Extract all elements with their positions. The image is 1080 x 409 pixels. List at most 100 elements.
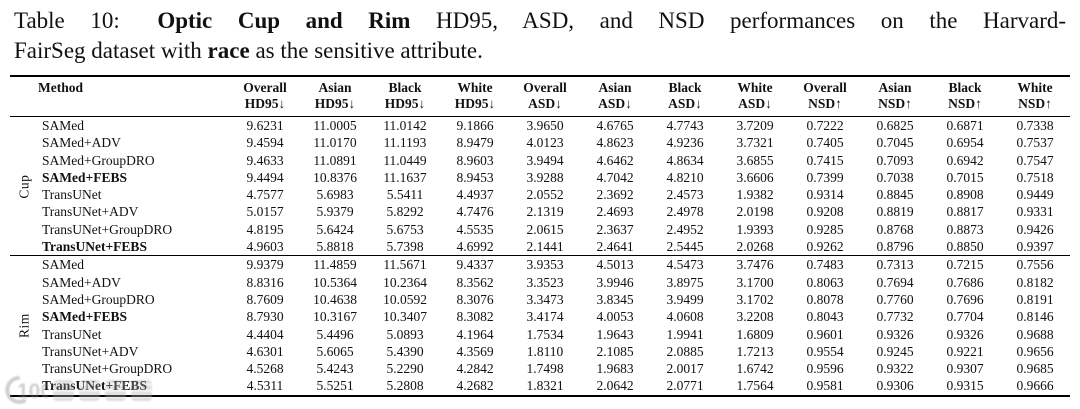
value-cell: 0.9307 — [946, 361, 984, 377]
value-cell: 9.4633 — [246, 152, 284, 168]
col-group-label: Asian — [318, 80, 352, 95]
value-cell: 9.4494 — [246, 169, 284, 185]
value-cell: 3.8345 — [596, 291, 634, 307]
value-cell: 3.2208 — [736, 309, 774, 325]
value-cell: 5.0157 — [246, 204, 284, 220]
value-cell: 4.5268 — [246, 361, 284, 377]
value-cell: 4.6301 — [246, 343, 284, 359]
value-cell: 0.7518 — [1016, 169, 1054, 185]
value-cell: 0.7547 — [1016, 152, 1054, 168]
value-cell: 5.8818 — [316, 239, 354, 255]
value-cell: 4.7476 — [456, 204, 494, 220]
col-group-label: Overall — [803, 80, 847, 95]
value-cell: 0.6825 — [876, 118, 914, 133]
value-cell: 5.6065 — [316, 343, 354, 359]
method-cell: SAMed — [42, 118, 85, 133]
value-cell: 0.8043 — [806, 309, 844, 325]
value-cell: 0.9221 — [946, 343, 984, 359]
caption-pre: FairSeg dataset with — [14, 38, 208, 63]
table-row: SAMed+GroupDRO 9.4633 11.0891 11.0449 8.9603… — [10, 152, 1070, 169]
value-cell: 0.8796 — [876, 239, 914, 255]
col-metric-label: NSD↑ — [808, 96, 842, 111]
value-cell: 2.0615 — [526, 221, 564, 237]
col-metric-label: NSD↑ — [948, 96, 982, 111]
value-cell: 3.1702 — [736, 291, 774, 307]
value-cell: 9.1866 — [456, 118, 494, 133]
method-cell: SAMed — [42, 257, 85, 273]
value-cell: 2.4573 — [666, 187, 704, 203]
value-cell: 3.9288 — [526, 169, 564, 185]
col-header-asian-hd95: Asian HD95↓ — [300, 76, 370, 117]
col-metric-label: HD95↓ — [454, 96, 496, 111]
value-cell: 4.6765 — [596, 118, 634, 133]
value-cell: 3.6855 — [736, 152, 774, 168]
col-header-asian-nsd: Asian NSD↑ — [860, 76, 930, 117]
col-header-black-nsd: Black NSD↑ — [930, 76, 1000, 117]
value-cell: 2.5445 — [666, 239, 704, 255]
method-cell: TransUNet — [42, 326, 102, 342]
value-cell: 5.5251 — [316, 378, 354, 394]
value-cell: 11.4859 — [313, 257, 357, 273]
value-cell: 10.2364 — [383, 274, 427, 290]
value-cell: 0.7732 — [876, 309, 914, 325]
value-cell: 4.7577 — [246, 187, 284, 203]
table-row: TransUNet 4.7577 5.6983 5.5411 4.4937 2.0552 2… — [10, 186, 1070, 203]
caption-line2: FairSeg dataset with race as the sensiti… — [14, 36, 1066, 66]
value-cell: 11.0142 — [383, 118, 427, 133]
value-cell: 2.4952 — [666, 221, 704, 237]
value-cell: 1.6809 — [736, 326, 774, 342]
value-cell: 3.9499 — [666, 291, 704, 307]
value-cell: 0.9688 — [1016, 326, 1054, 342]
method-cell: TransUNet — [42, 187, 102, 203]
table-row: TransUNet 4.4404 5.4496 5.0893 4.1964 1.7534 1… — [10, 326, 1070, 343]
value-cell: 1.7498 — [526, 361, 564, 377]
row-group-rim: Rim SAMed 9.9379 11.4859 11.5671 9.4337 3.9353… — [10, 256, 1070, 396]
table-row: TransUNet+FEBS 4.5311 5.5251 5.2808 4.2682 1.… — [10, 377, 1070, 395]
value-cell: 5.6983 — [316, 187, 354, 203]
method-cell: TransUNet+GroupDRO — [42, 221, 173, 237]
value-cell: 5.4243 — [316, 361, 354, 377]
value-cell: 2.0642 — [596, 378, 634, 394]
value-cell: 0.8873 — [946, 221, 984, 237]
method-cell: SAMed+FEBS — [42, 169, 127, 185]
col-group-label: Asian — [878, 80, 912, 95]
value-cell: 0.7015 — [946, 169, 984, 185]
value-cell: 10.8376 — [313, 169, 357, 185]
value-cell: 2.0552 — [526, 187, 564, 203]
value-cell: 0.7537 — [1016, 135, 1054, 151]
value-cell: 0.8908 — [946, 187, 984, 203]
value-cell: 0.9601 — [806, 326, 844, 342]
value-cell: 8.9603 — [456, 152, 494, 168]
value-cell: 0.6871 — [946, 118, 984, 133]
value-cell: 10.4638 — [313, 291, 357, 307]
value-cell: 5.6424 — [316, 221, 354, 237]
value-cell: 2.0268 — [736, 239, 774, 255]
col-group-label: White — [457, 80, 493, 95]
value-cell: 0.8850 — [946, 239, 984, 255]
value-cell: 1.7534 — [526, 326, 564, 342]
results-table: Method Overall HD95↓ Asian HD95↓ Black HD95↓ Wh… — [10, 75, 1070, 397]
value-cell: 9.4594 — [246, 135, 284, 151]
value-cell: 4.4937 — [456, 187, 494, 203]
col-metric-label: ASD↓ — [598, 96, 632, 111]
caption-post: as the sensitive attribute. — [249, 38, 483, 63]
value-cell: 4.3569 — [456, 343, 494, 359]
col-metric-label: ASD↓ — [528, 96, 562, 111]
value-cell: 0.8817 — [946, 204, 984, 220]
value-cell: 0.9581 — [806, 378, 844, 394]
value-cell: 1.9382 — [736, 187, 774, 203]
value-cell: 0.9656 — [1016, 343, 1054, 359]
value-cell: 10.3407 — [383, 309, 427, 325]
group-label-text: Cup — [16, 174, 32, 199]
value-cell: 4.8210 — [666, 169, 704, 185]
method-cell: TransUNet+ADV — [42, 343, 139, 359]
value-cell: 0.7704 — [946, 309, 984, 325]
value-cell: 4.1964 — [456, 326, 494, 342]
value-cell: 0.9326 — [876, 326, 914, 342]
value-cell: 4.0053 — [596, 309, 634, 325]
value-cell: 4.7743 — [666, 118, 704, 133]
value-cell: 4.2682 — [456, 378, 494, 394]
value-cell: 9.4337 — [456, 257, 494, 273]
table-row: TransUNet+GroupDRO 4.5268 5.4243 5.2290 4.28… — [10, 360, 1070, 377]
col-group-label: Asian — [598, 80, 632, 95]
